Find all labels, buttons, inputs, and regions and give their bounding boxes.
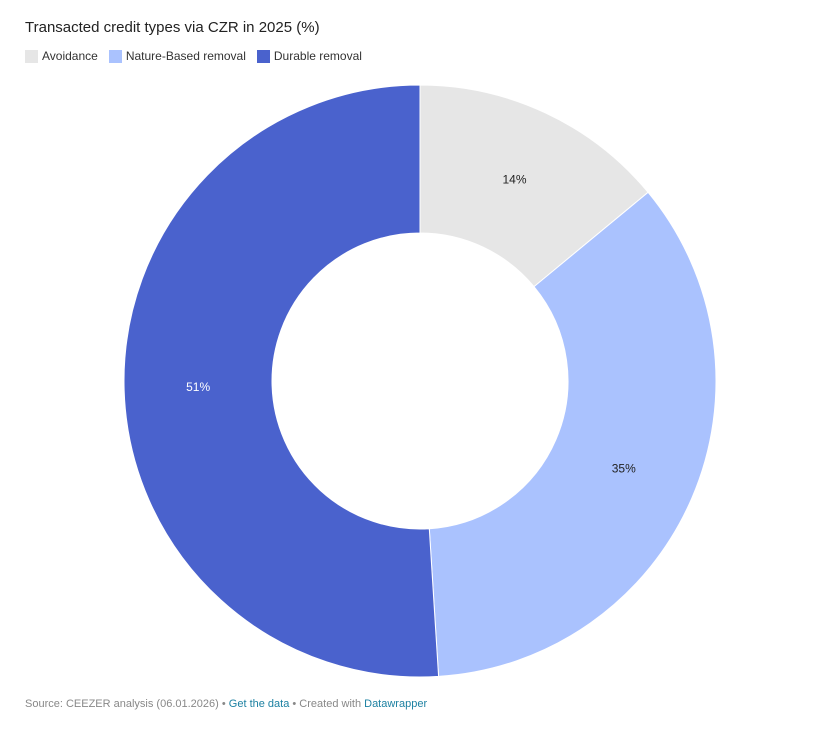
- footer-separator: •: [218, 698, 229, 710]
- datawrapper-link[interactable]: Datawrapper: [364, 698, 428, 710]
- source-note: Source: CEEZER analysis (06.01.2026): [25, 698, 219, 710]
- slice-durable-removal: [123, 84, 440, 678]
- slice-label-nature-based-removal: 35%: [612, 461, 636, 475]
- donut-chart: 14% 35% 51%: [123, 84, 717, 678]
- legend-swatch-durable-removal: [256, 49, 270, 63]
- legend-label-avoidance: Avoidance: [42, 49, 98, 63]
- slice-label-durable-removal: 51%: [186, 380, 210, 394]
- slice-avoidance: [419, 84, 649, 288]
- slice-label-avoidance: 14%: [503, 172, 527, 186]
- legend-label-nature-based-removal: Nature-Based removal: [125, 49, 246, 63]
- legend-label-durable-removal: Durable removal: [273, 49, 362, 63]
- donut-labels: 14% 35% 51%: [186, 172, 636, 475]
- legend-item-durable-removal: Durable removal: [256, 49, 362, 63]
- legend-item-avoidance: Avoidance: [25, 49, 98, 63]
- chart-footer: Source: CEEZER analysis (06.01.2026) • G…: [25, 698, 427, 710]
- legend-swatch-avoidance: [25, 49, 38, 63]
- chart-legend: Avoidance Nature-Based removal Durable r…: [25, 49, 373, 63]
- get-the-data-link[interactable]: Get the data: [228, 698, 290, 710]
- donut-slices: [123, 84, 717, 678]
- created-with-text: • Created with: [289, 698, 365, 710]
- slice-nature-based-removal: [428, 191, 717, 677]
- legend-item-nature-based-removal: Nature-Based removal: [108, 49, 246, 63]
- legend-swatch-nature-based-removal: [108, 49, 122, 63]
- chart-title: Transacted credit types via CZR in 2025 …: [25, 19, 320, 36]
